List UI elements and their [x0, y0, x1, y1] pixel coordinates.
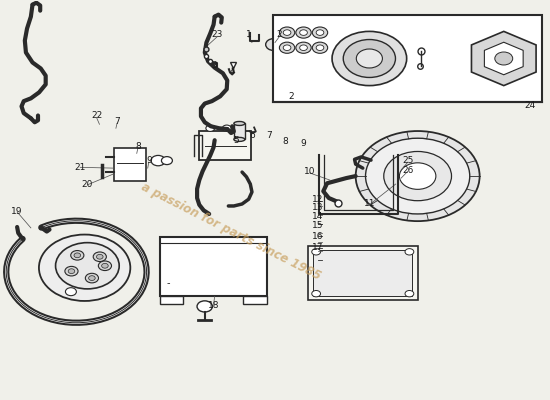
Circle shape	[71, 250, 84, 260]
Circle shape	[279, 27, 295, 38]
Circle shape	[236, 125, 245, 132]
Circle shape	[356, 49, 382, 68]
Text: 17: 17	[312, 242, 323, 252]
Text: 21: 21	[75, 163, 86, 172]
Text: 19: 19	[12, 208, 23, 216]
Polygon shape	[485, 42, 523, 75]
Circle shape	[312, 249, 321, 255]
Bar	[314, 250, 412, 296]
Circle shape	[296, 42, 311, 53]
Text: 18: 18	[208, 301, 219, 310]
Circle shape	[312, 42, 328, 53]
Text: 22: 22	[91, 111, 102, 120]
Text: 9: 9	[301, 139, 306, 148]
Text: -: -	[166, 278, 170, 288]
Circle shape	[96, 254, 103, 259]
Circle shape	[74, 253, 81, 258]
Bar	[160, 296, 183, 304]
Bar	[199, 132, 251, 160]
Circle shape	[65, 266, 78, 276]
Text: 2: 2	[277, 30, 282, 39]
Text: 8: 8	[282, 136, 288, 146]
Circle shape	[222, 125, 231, 132]
Bar	[160, 238, 267, 296]
Text: 26: 26	[402, 166, 414, 175]
Circle shape	[151, 156, 166, 166]
Text: 13: 13	[312, 204, 323, 212]
Circle shape	[356, 131, 480, 221]
Ellipse shape	[234, 122, 245, 126]
Text: 11: 11	[364, 200, 375, 208]
Polygon shape	[471, 31, 536, 86]
Bar	[243, 296, 267, 304]
Bar	[308, 246, 417, 300]
Text: 12: 12	[312, 195, 323, 204]
Circle shape	[197, 301, 212, 312]
Circle shape	[98, 261, 112, 270]
Text: 7: 7	[114, 116, 120, 126]
Text: 8: 8	[135, 142, 141, 151]
Circle shape	[283, 45, 291, 50]
Text: 7: 7	[267, 131, 272, 140]
Circle shape	[56, 243, 119, 289]
Text: 2: 2	[289, 92, 294, 101]
Circle shape	[343, 40, 395, 78]
Circle shape	[162, 157, 172, 164]
Text: 5: 5	[234, 136, 239, 145]
Text: 10: 10	[304, 167, 315, 176]
Ellipse shape	[234, 138, 245, 142]
Bar	[234, 124, 245, 140]
Circle shape	[300, 45, 307, 50]
Circle shape	[39, 234, 130, 301]
Circle shape	[206, 125, 214, 132]
Text: 15: 15	[312, 221, 323, 230]
Text: 4: 4	[229, 67, 235, 76]
Text: 20: 20	[82, 180, 93, 189]
Circle shape	[283, 30, 291, 35]
Circle shape	[384, 152, 452, 201]
Text: a passion for parts since 1985: a passion for parts since 1985	[139, 181, 323, 283]
Text: 25: 25	[402, 156, 414, 166]
Circle shape	[89, 276, 95, 280]
Text: 6: 6	[249, 131, 255, 140]
Text: 23: 23	[212, 30, 223, 39]
Circle shape	[65, 288, 76, 296]
Circle shape	[93, 252, 106, 262]
Circle shape	[312, 27, 328, 38]
Circle shape	[495, 52, 513, 65]
Text: 24: 24	[524, 101, 535, 110]
Circle shape	[279, 42, 295, 53]
Circle shape	[300, 30, 307, 35]
Text: 14: 14	[312, 212, 323, 221]
Circle shape	[312, 290, 321, 297]
Circle shape	[68, 269, 75, 274]
Circle shape	[316, 45, 324, 50]
Circle shape	[316, 30, 324, 35]
Circle shape	[85, 273, 98, 283]
Circle shape	[296, 27, 311, 38]
Circle shape	[366, 138, 470, 214]
Bar	[114, 148, 146, 181]
Circle shape	[405, 249, 414, 255]
Text: 9: 9	[146, 156, 152, 165]
Text: 16: 16	[312, 232, 323, 241]
Bar	[273, 15, 542, 102]
Circle shape	[102, 263, 108, 268]
Circle shape	[332, 31, 406, 86]
Circle shape	[266, 38, 282, 50]
Circle shape	[405, 290, 414, 297]
Text: 3: 3	[212, 61, 218, 70]
Circle shape	[399, 163, 436, 189]
Text: 1: 1	[246, 30, 251, 39]
